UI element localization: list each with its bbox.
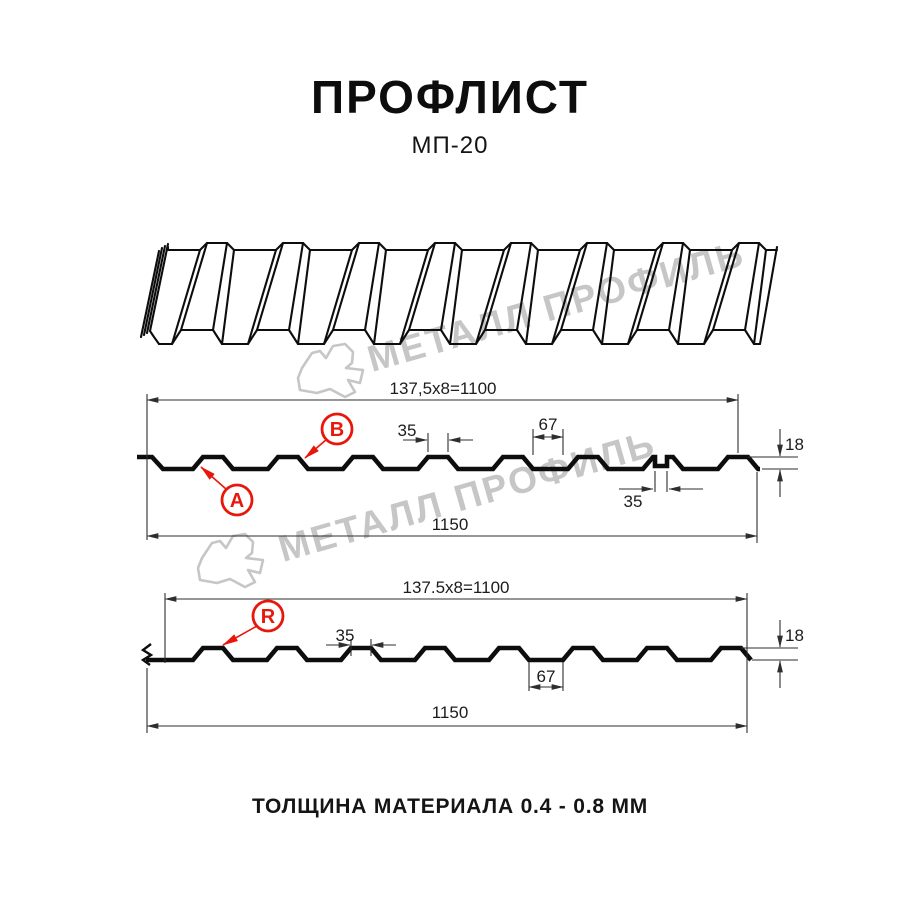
sheet-end-face bbox=[139, 242, 170, 346]
watermark-2: МЕТАЛЛ ПРОФИЛЬ bbox=[196, 423, 661, 589]
dim-rib-top-r bbox=[326, 639, 396, 656]
dim-height-a-label: 18 bbox=[785, 435, 804, 454]
marker-b-label: B bbox=[330, 419, 344, 441]
dim-rib-top-r-label: 35 bbox=[336, 626, 355, 645]
dim-total-a bbox=[146, 472, 758, 543]
dim-rib-top-a-label: 35 bbox=[398, 421, 417, 440]
marker-a: A bbox=[200, 466, 254, 517]
dim-groove-a bbox=[619, 471, 703, 492]
dim-groove-a-label: 35 bbox=[624, 492, 643, 511]
dim-module-a bbox=[146, 394, 739, 540]
marker-b: B bbox=[304, 412, 354, 459]
dim-height-r bbox=[741, 620, 798, 688]
sheet-front-edge bbox=[157, 328, 762, 346]
marker-r-label: R bbox=[261, 606, 276, 628]
dim-total-a-label: 1150 bbox=[432, 515, 469, 534]
marker-a-label: A bbox=[230, 490, 244, 512]
cross-section-r: 137.5x8=1100 35 67 18 1150 R bbox=[140, 578, 804, 733]
footer-thickness-note: ТОЛЩИНА МАТЕРИАЛА 0.4 - 0.8 ММ bbox=[251, 795, 649, 818]
dim-module-r-label: 137.5x8=1100 bbox=[403, 578, 510, 597]
dim-height-r-label: 18 bbox=[785, 626, 804, 645]
break-mark bbox=[140, 643, 154, 666]
dim-height-a bbox=[748, 429, 798, 497]
dim-module-a-label: 137,5x8=1100 bbox=[390, 379, 497, 398]
sheet-3d-drawing bbox=[139, 241, 779, 346]
profile-a-outline bbox=[137, 454, 760, 472]
sheet-rib-lines bbox=[170, 241, 768, 346]
dim-total-r-label: 1150 bbox=[432, 703, 469, 722]
header: ПРОФЛИСТ МП-20 bbox=[0, 74, 900, 160]
dim-module-r bbox=[164, 593, 748, 733]
page-subtitle: МП-20 bbox=[411, 132, 489, 159]
sheet-right-cut bbox=[758, 245, 779, 346]
dim-rib-top-a bbox=[403, 433, 473, 452]
profile-r-outline bbox=[146, 645, 753, 663]
dim-flat-a bbox=[532, 429, 564, 455]
dim-flat-r bbox=[528, 662, 564, 691]
metall-profil-logo-icon bbox=[296, 342, 365, 399]
dim-flat-a-label: 67 bbox=[539, 415, 558, 434]
metall-profil-logo-icon bbox=[196, 532, 265, 589]
watermark-brand-text: МЕТАЛЛ ПРОФИЛЬ bbox=[363, 233, 750, 380]
dim-total-r bbox=[146, 668, 748, 733]
marker-r: R bbox=[222, 599, 285, 646]
cross-section-a: 137,5x8=1100 35 67 35 18 1150 A B bbox=[137, 379, 804, 543]
dim-flat-r-label: 67 bbox=[537, 667, 556, 686]
watermark-brand-text: МЕТАЛЛ ПРОФИЛЬ bbox=[274, 423, 661, 570]
page-title: ПРОФЛИСТ bbox=[311, 71, 589, 123]
